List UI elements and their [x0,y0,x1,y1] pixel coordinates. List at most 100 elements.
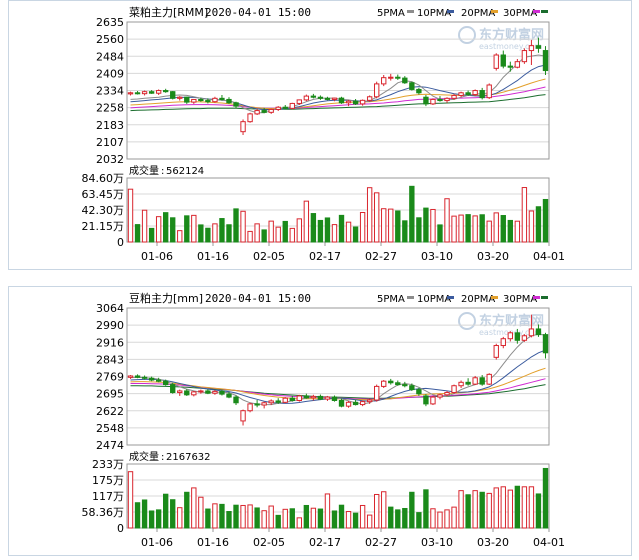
candle [402,76,408,84]
candle-body [268,108,274,113]
price-tick-label: 2258 [96,102,124,115]
price-tick-label: 3064 [96,302,124,315]
candle [317,394,324,401]
volume-bar [430,208,436,243]
candle-body [542,50,549,72]
volume-bar [219,503,225,529]
candle-body [141,376,148,379]
candle [310,93,317,99]
x-axis-label: 04-01 [533,536,565,549]
ma-legend-label: 20PMA [461,8,495,19]
price-tick-label: 2990 [96,319,124,332]
candle-body [402,384,408,387]
candle-body [388,380,394,384]
volume-bar [409,491,415,529]
price-tick-label: 2916 [96,336,124,349]
candle-body [444,392,450,396]
candle-body [261,110,267,113]
candle [261,107,267,114]
candle [247,112,253,123]
candle-body [205,100,211,103]
candle-body [324,396,331,400]
candle-body [507,332,513,340]
volume-bar [514,485,521,529]
candle [212,96,218,103]
candle-body [381,380,387,387]
volume-bar [514,220,521,243]
volume-bar [177,507,183,529]
volume-bar [226,511,232,529]
x-axis-label: 02-05 [253,250,285,263]
candle [542,46,549,75]
candle [219,389,225,396]
candle-body [345,401,352,407]
candle [127,375,134,379]
price-tick-label: 2409 [96,67,124,80]
volume-bar [458,214,464,243]
volume-colon: : [161,452,164,463]
candle [205,98,211,104]
candle [324,96,331,101]
candle [388,378,394,385]
candle-body [317,96,324,99]
volume-bar [170,499,176,529]
candle [268,399,274,406]
candle-body [240,410,246,422]
candle-body [289,397,295,401]
ma-legend-label: 30PMA [503,8,537,19]
volume-bar [366,187,373,243]
volume-bar [416,217,422,243]
volume-tick-label: 117万 [92,490,124,503]
watermark-icon [458,26,476,44]
volume-bar [141,499,148,529]
volume-bar [303,200,310,243]
volume-tick-label: 0 [117,522,124,535]
candle-body [331,97,338,100]
volume-bar [163,212,169,243]
candle [430,98,436,105]
volume-bar [282,220,288,243]
candle-body [205,390,211,394]
candle-body [134,92,141,95]
candle [388,73,394,81]
ma-legend-label: 30PMA [503,294,537,305]
ma-legend-swatch [541,10,548,13]
volume-bar [261,229,267,243]
volume-bar [416,512,422,529]
candle-body [240,121,246,133]
volume-bar [170,217,176,243]
volume-bar [163,493,169,529]
candle [240,409,246,426]
x-axis-label: 04-01 [533,250,565,263]
candle [528,39,535,65]
volume-bar [381,491,387,529]
candle-body [479,377,485,385]
volume-bar [472,215,478,243]
volume-bar [212,503,218,529]
chart-datetime: 2020-04-01 15:00 [205,6,311,19]
volume-bar [155,509,162,529]
candle-body [233,396,239,404]
candle-body [359,99,366,105]
candle-body [134,375,141,378]
candle-body [395,382,401,386]
candle [451,93,457,100]
volume-bar [359,504,366,529]
candle-body [528,45,535,52]
volume-bar [148,510,155,529]
candle [261,401,267,409]
candle-body [275,400,281,403]
price-tick-label: 2032 [96,153,124,166]
candle-body [444,97,450,102]
volume-tick-label: 175万 [92,474,124,487]
candle-body [458,381,464,387]
candle-body [324,97,331,100]
candle [254,400,260,408]
volume-bar [345,511,352,529]
volume-bar [542,198,549,243]
ma-legend-swatch [447,296,454,299]
candle [521,48,528,64]
volume-bar [317,508,324,529]
candle-body [184,96,190,103]
candle [148,90,155,94]
